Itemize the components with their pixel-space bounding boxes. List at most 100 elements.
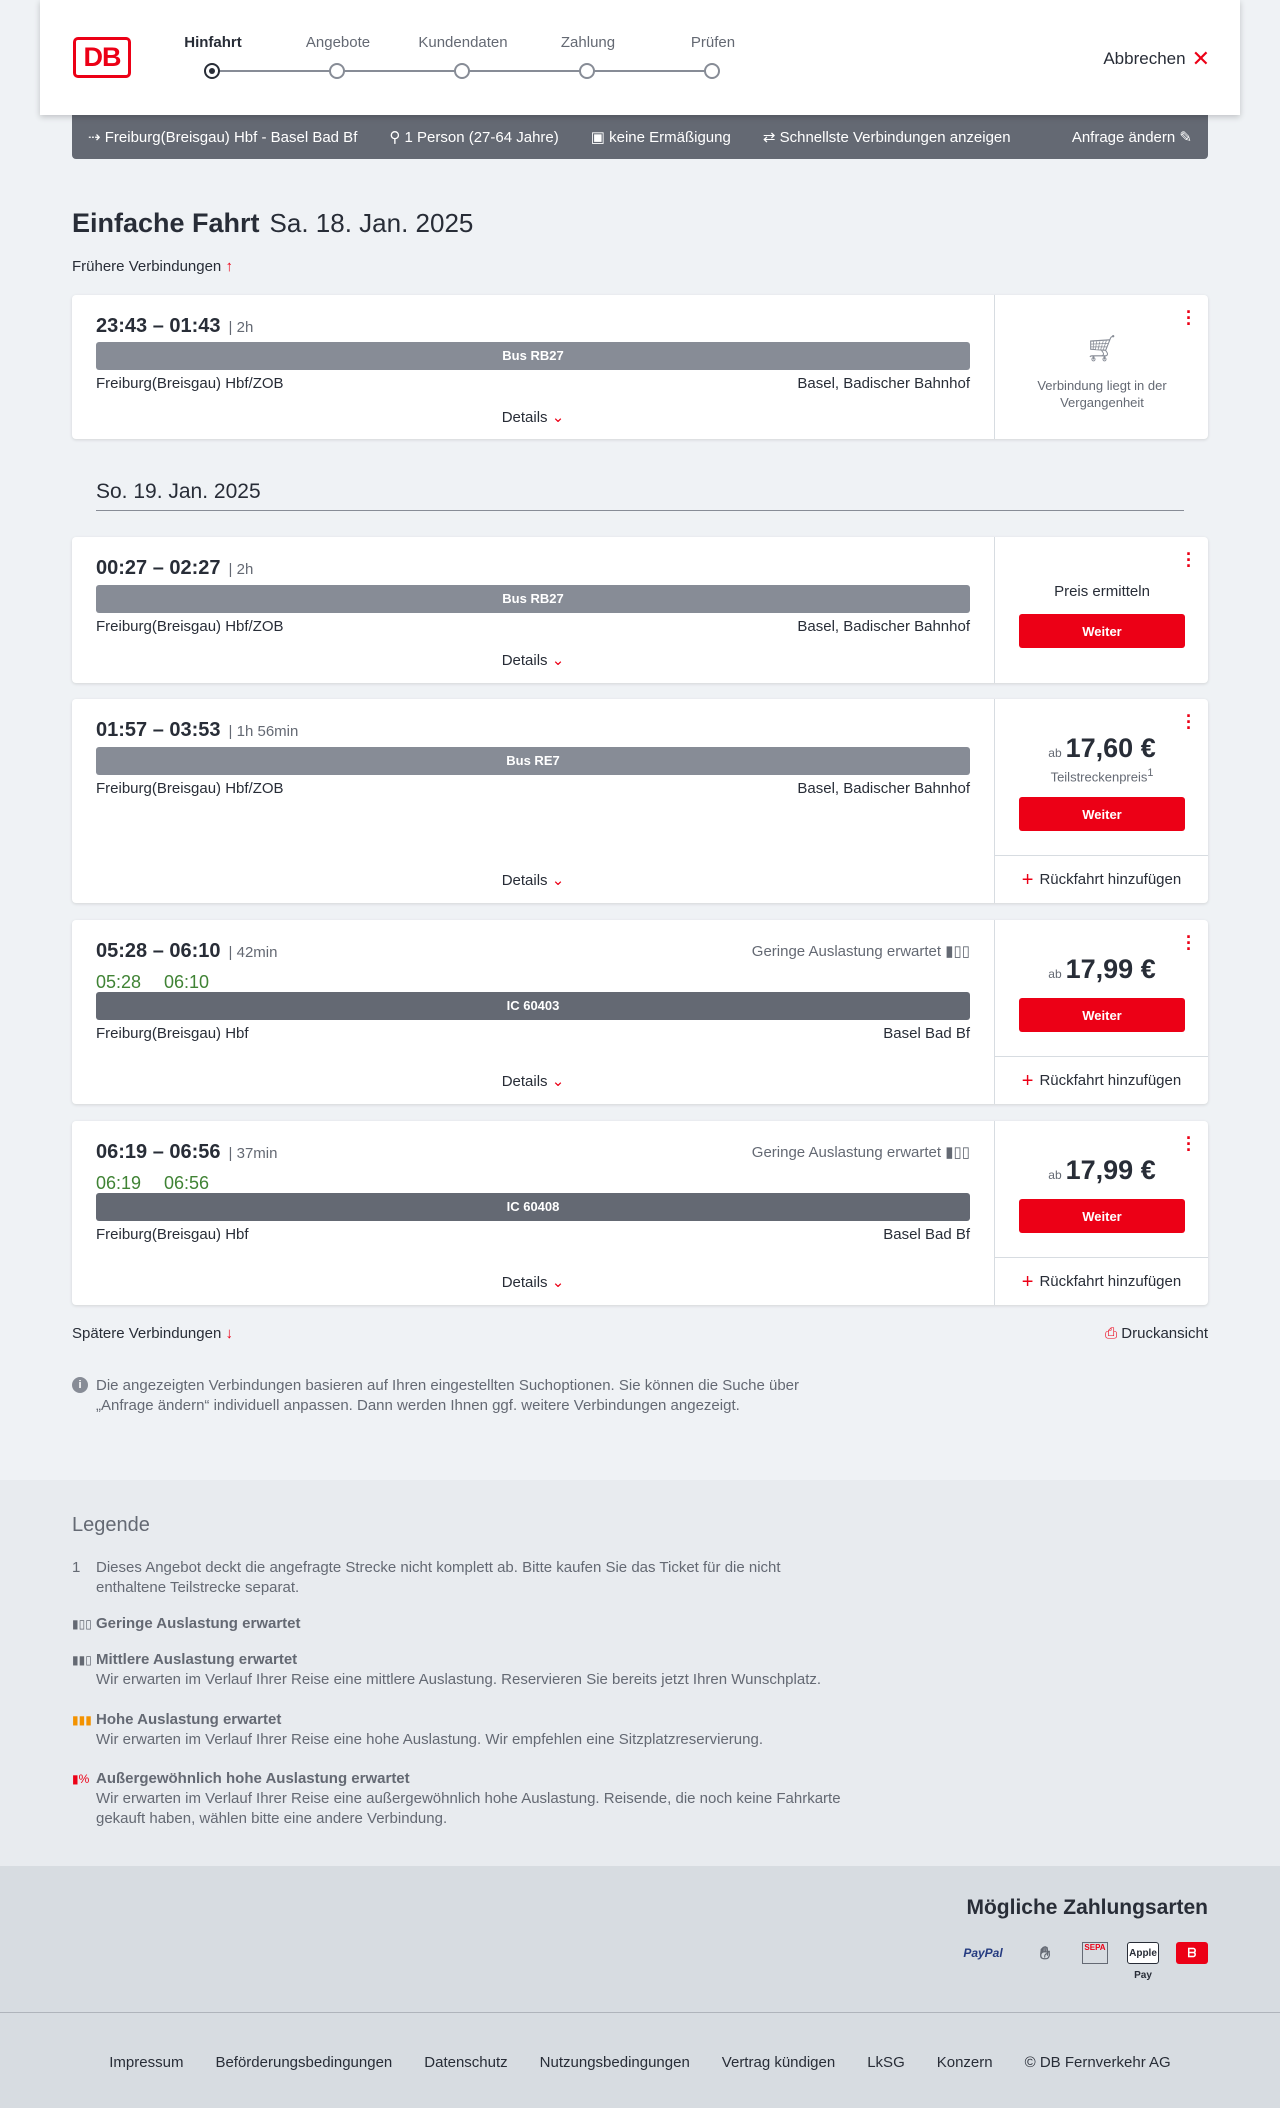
- route-summary: ⇢ Freiburg(Breisgau) Hbf - Basel Bad Bf: [88, 128, 357, 146]
- legend-footnote: 1 Dieses Angebot deckt die angefragte Str…: [72, 1559, 781, 1596]
- more-menu-icon[interactable]: · · ·: [1186, 706, 1192, 738]
- train-bar[interactable]: IC 60408: [96, 1193, 970, 1221]
- footer-link-befoerderungsbedingungen[interactable]: Beförderungsbedingungen: [215, 2054, 393, 2071]
- connection-card: 23:43 – 01:43 | 2h Bus RB27 Freiburg(Brei…: [72, 295, 1208, 439]
- more-menu-icon[interactable]: · · ·: [1186, 1128, 1192, 1160]
- earlier-label: Frühere Verbindungen: [72, 258, 222, 275]
- sepa-icon: SEPA: [1082, 1942, 1108, 1964]
- details-toggle[interactable]: Details ⌄: [501, 1274, 565, 1291]
- connection-times: 00:27 – 02:27 | 2h: [96, 557, 254, 579]
- credit-card-icon: ✋︎: [1039, 1943, 1051, 1963]
- connection-times: 23:43 – 01:43 | 2h: [96, 315, 254, 337]
- price: ab 17,99 €: [1048, 954, 1156, 984]
- arrow-up-icon: ↑: [225, 258, 233, 275]
- occupancy-low-icon: ▮▯▯: [945, 943, 970, 960]
- chevron-down-icon: ⌄: [551, 409, 565, 426]
- occupancy-low-icon: ▮▯▯: [945, 1144, 970, 1161]
- db-logo[interactable]: DB: [73, 37, 131, 78]
- connection-times: 05:28 – 06:10 | 42min: [96, 940, 278, 962]
- copyright: © DB Fernverkehr AG: [1024, 2054, 1171, 2071]
- add-return-button[interactable]: + Rückfahrt hinzufügen: [995, 1056, 1208, 1104]
- price: ab 17,60 €: [1048, 733, 1156, 763]
- db-pay-icon: ᗷ: [1176, 1942, 1208, 1964]
- legend-item-high: ▮▮▮ Hohe Auslastung erwartet Wir erwarten …: [72, 1711, 763, 1748]
- details-toggle[interactable]: Details ⌄: [501, 1073, 565, 1090]
- footer-link-datenschutz[interactable]: Datenschutz: [424, 2054, 508, 2071]
- continue-button[interactable]: Weiter: [1019, 998, 1185, 1032]
- details-toggle[interactable]: Details ⌄: [501, 652, 565, 669]
- legend-item-medium: ▮▮▯ Mittlere Auslastung erwartet Wir erwar…: [72, 1651, 822, 1688]
- info-icon: i: [72, 1377, 88, 1393]
- continue-button[interactable]: Weiter: [1019, 614, 1185, 648]
- footer-link-lksg[interactable]: LkSG: [867, 2054, 905, 2071]
- change-request-button[interactable]: Anfrage ändern ✎: [1072, 128, 1192, 146]
- add-return-button[interactable]: + Rückfahrt hinzufügen: [995, 855, 1208, 903]
- train-bar[interactable]: Bus RE7: [96, 747, 970, 775]
- option-summary: ⇄ Schnellste Verbindungen anzeigen: [763, 128, 1011, 146]
- more-menu-icon[interactable]: · · ·: [1186, 544, 1192, 576]
- origin: Freiburg(Breisgau) Hbf/ZOB: [96, 375, 284, 392]
- details-toggle[interactable]: Details ⌄: [501, 409, 565, 426]
- legend-title: Legende: [72, 1514, 150, 1536]
- chevron-down-icon: ⌄: [551, 872, 565, 889]
- step-dot: [329, 63, 345, 79]
- close-icon: ✕: [1191, 46, 1210, 71]
- continue-button[interactable]: Weiter: [1019, 1199, 1185, 1233]
- realtime-departure: 05:28: [96, 972, 142, 992]
- paypal-icon: PayPal: [963, 1946, 1003, 1960]
- add-return-button[interactable]: + Rückfahrt hinzufügen: [995, 1257, 1208, 1305]
- filter-icon: ⇄: [762, 129, 780, 146]
- realtime-arrival: 06:56: [164, 1173, 210, 1193]
- step-dot: [454, 63, 470, 79]
- more-menu-icon[interactable]: · · ·: [1186, 302, 1192, 334]
- train-bar[interactable]: Bus RB27: [96, 585, 970, 613]
- step-dot: [704, 63, 720, 79]
- cancel-button[interactable]: Abbrechen ✕: [1103, 46, 1210, 72]
- header: DB Hinfahrt Angebote Kundendaten Zahlung…: [40, 0, 1240, 115]
- origin: Freiburg(Breisgau) Hbf: [96, 1025, 249, 1042]
- footer-link-konzern[interactable]: Konzern: [936, 2054, 993, 2071]
- connection-card: 06:19 – 06:56 | 37min Geringe Auslastung …: [72, 1121, 1208, 1305]
- destination: Basel Bad Bf: [883, 1226, 970, 1243]
- page-title: Einfache Fahrt Sa. 18. Jan. 2025: [72, 208, 473, 239]
- printer-icon: ⎙: [1105, 1325, 1118, 1342]
- chevron-down-icon: ⌄: [551, 652, 565, 669]
- trip-type: Einfache Fahrt: [72, 208, 260, 238]
- later-connections-link[interactable]: Spätere Verbindungen ↓: [72, 1325, 233, 1342]
- connection-times: 06:19 – 06:56 | 37min: [96, 1141, 278, 1163]
- option-text: Schnellste Verbindungen anzeigen: [779, 129, 1011, 146]
- footer-link-impressum[interactable]: Impressum: [109, 2054, 184, 2071]
- occupancy-status: Geringe Auslastung erwartet ▮▯▯: [751, 943, 970, 960]
- partial-price-note: Teilstreckenpreis1: [1050, 767, 1154, 785]
- details-toggle[interactable]: Details ⌄: [501, 872, 565, 889]
- plus-icon: +: [1021, 869, 1034, 891]
- connection-card: 05:28 – 06:10 | 42min Geringe Auslastung …: [72, 920, 1208, 1104]
- earlier-connections-link[interactable]: Frühere Verbindungen ↑: [72, 258, 233, 275]
- pencil-icon: ✎: [1175, 129, 1192, 146]
- continue-button[interactable]: Weiter: [1019, 797, 1185, 831]
- bahncard-icon: ▣: [590, 129, 610, 146]
- more-menu-icon[interactable]: · · ·: [1186, 927, 1192, 959]
- print-view-link[interactable]: ⎙ Druckansicht: [1105, 1325, 1208, 1342]
- change-label: Anfrage ändern: [1071, 129, 1176, 146]
- connection-card: 00:27 – 02:27 | 2h Bus RB27 Freiburg(Brei…: [72, 537, 1208, 683]
- origin: Freiburg(Breisgau) Hbf/ZOB: [96, 618, 284, 635]
- train-bar[interactable]: Bus RB27: [96, 342, 970, 370]
- origin: Freiburg(Breisgau) Hbf/ZOB: [96, 780, 284, 797]
- occupancy-very-high-icon: ▮%: [72, 1772, 90, 1786]
- occupancy-medium-icon: ▮▮▯: [72, 1653, 92, 1667]
- footer-link-vertrag-kuendigen[interactable]: Vertrag kündigen: [721, 2054, 836, 2071]
- train-bar[interactable]: IC 60403: [96, 992, 970, 1020]
- destination: Basel, Badischer Bahnhof: [797, 375, 970, 392]
- footer-link-nutzungsbedingungen[interactable]: Nutzungsbedingungen: [539, 2054, 690, 2071]
- step-kundendaten: Kundendaten: [418, 34, 508, 51]
- connection-times: 01:57 – 03:53 | 1h 56min: [96, 719, 299, 741]
- step-angebote: Angebote: [305, 34, 371, 51]
- occupancy-high-icon: ▮▮▮: [72, 1713, 92, 1727]
- info-note: i Die angezeigten Verbindungen basieren a…: [72, 1376, 852, 1416]
- date-separator: So. 19. Jan. 2025: [96, 480, 1184, 511]
- destination: Basel, Badischer Bahnhof: [797, 618, 970, 635]
- chevron-down-icon: ⌄: [551, 1073, 565, 1090]
- plus-icon: +: [1021, 1271, 1034, 1293]
- cart-unavailable-icon: 🛒︎: [1085, 333, 1119, 363]
